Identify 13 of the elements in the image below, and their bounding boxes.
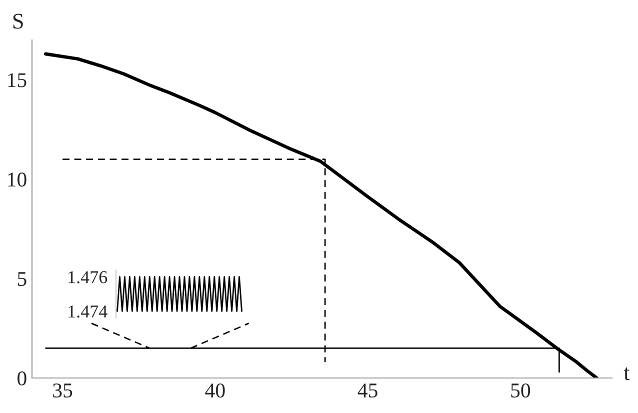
x-tick-label: 50: [511, 383, 530, 398]
y-axis-title: S: [13, 14, 23, 29]
y-tick-label: 0: [18, 371, 26, 386]
y-tick-label: 1.474: [68, 305, 108, 318]
x-tick-label: 35: [53, 384, 72, 398]
x-axis-title: t: [624, 367, 630, 380]
y-tick-label: 1.476: [68, 271, 108, 284]
y-tick-label: 15: [8, 73, 26, 88]
y-tick-label: 10: [8, 172, 26, 187]
line-series: [44, 52, 598, 378]
x-tick-label: 45: [358, 384, 378, 398]
y-tick-label: 5: [18, 272, 26, 286]
x-tick-label: 40: [205, 383, 225, 398]
